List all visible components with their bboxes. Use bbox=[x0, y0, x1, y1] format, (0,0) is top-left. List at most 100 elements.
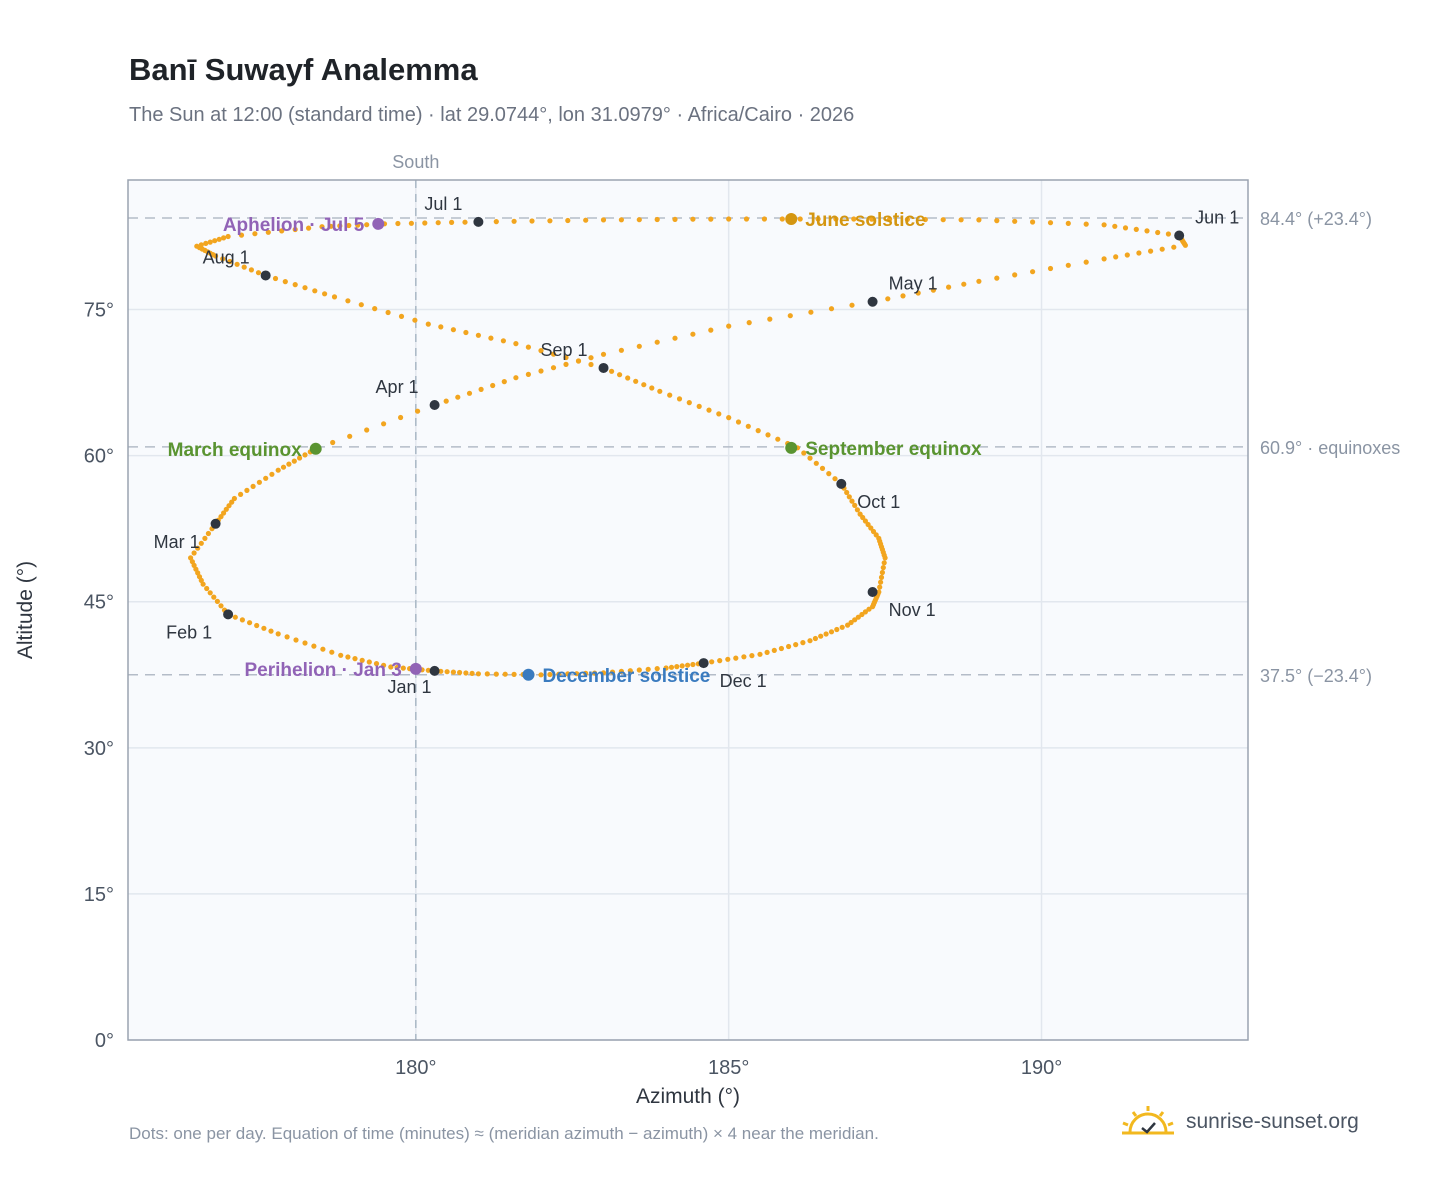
analemma-dot bbox=[415, 408, 421, 414]
analemma-dot bbox=[663, 665, 669, 671]
analemma-dot bbox=[726, 323, 732, 329]
month-marker-label: Aug 1 bbox=[203, 247, 250, 267]
analemma-dot bbox=[490, 382, 496, 389]
analemma-dot bbox=[600, 351, 607, 357]
brand-text[interactable]: sunrise-sunset.org bbox=[1186, 1110, 1359, 1133]
analemma-dot bbox=[358, 302, 364, 308]
analemma-dot bbox=[813, 460, 819, 466]
event-label: March equinox bbox=[168, 440, 303, 461]
analemma-dot bbox=[329, 649, 335, 655]
analemma-dot bbox=[211, 594, 217, 600]
month-marker-label: Jul 1 bbox=[424, 194, 462, 214]
analemma-dot bbox=[422, 220, 428, 226]
analemma-dot bbox=[241, 264, 247, 270]
analemma-dot bbox=[834, 626, 840, 633]
analemma-dot bbox=[466, 390, 473, 396]
analemma-dot bbox=[885, 296, 891, 302]
axis-labels: 0° 15° 30° 45° 60° 75° 180° 185° 190° bbox=[84, 300, 1062, 1079]
analemma-dot bbox=[381, 421, 387, 427]
analemma-dot bbox=[366, 659, 372, 665]
analemma-dot bbox=[372, 306, 378, 312]
brand-link[interactable]: sunrise-sunset.org bbox=[1120, 1102, 1359, 1142]
analemma-dot bbox=[563, 361, 569, 367]
y-axis-title: Altitude (°) bbox=[14, 561, 37, 659]
month-marker-label: Apr 1 bbox=[376, 377, 419, 397]
analemma-dot bbox=[286, 461, 292, 467]
analemma-dot bbox=[238, 491, 244, 497]
analemma-dot bbox=[961, 281, 967, 287]
analemma-dot bbox=[583, 670, 589, 677]
analemma-dot bbox=[269, 471, 275, 477]
month-marker bbox=[223, 609, 234, 620]
analemma-dot bbox=[815, 216, 821, 222]
analemma-dot bbox=[565, 217, 571, 224]
analemma-dot bbox=[1155, 229, 1161, 236]
analemma-dot bbox=[191, 550, 197, 556]
analemma-dot bbox=[265, 229, 271, 235]
analemma-dot bbox=[852, 502, 858, 508]
analemma-dot bbox=[337, 223, 343, 229]
analemma-dot bbox=[565, 671, 571, 677]
analemma-dot bbox=[868, 525, 874, 531]
analemma-dot bbox=[880, 565, 886, 571]
analemma-dot bbox=[617, 372, 623, 378]
analemma-dot bbox=[364, 427, 370, 433]
month-marker bbox=[473, 216, 484, 227]
x-tick-label: 180° bbox=[395, 1057, 436, 1079]
analemma-dot bbox=[793, 642, 799, 648]
analemma-dot bbox=[226, 503, 232, 509]
analemma-dot bbox=[1030, 269, 1036, 275]
analemma-dot bbox=[583, 217, 589, 223]
analemma-dot bbox=[400, 665, 406, 671]
month-marker bbox=[429, 665, 440, 676]
analemma-dot bbox=[547, 218, 553, 224]
analemma-dot bbox=[765, 432, 771, 438]
month-marker bbox=[867, 296, 878, 307]
analemma-dot bbox=[207, 590, 213, 596]
analemma-dot bbox=[807, 638, 813, 644]
event-markers: June solstice December solstice March equi… bbox=[168, 210, 982, 687]
analemma-dot bbox=[1012, 218, 1018, 224]
analemma-dot bbox=[319, 224, 325, 230]
analemma-dot bbox=[1159, 246, 1165, 252]
analemma-dot bbox=[717, 658, 723, 664]
analemma-dot bbox=[866, 606, 872, 612]
analemma-dot bbox=[1083, 259, 1089, 265]
analemma-dot bbox=[511, 218, 517, 224]
sun-logo-icon bbox=[1122, 1106, 1174, 1135]
analemma-dot bbox=[976, 278, 982, 284]
analemma-dot bbox=[513, 375, 519, 381]
analemma-dot bbox=[865, 521, 871, 528]
analemma-dot bbox=[735, 419, 742, 425]
analemma-dot bbox=[398, 414, 404, 421]
analemma-dot bbox=[667, 392, 673, 398]
analemma-dot bbox=[900, 293, 906, 299]
analemma-dot bbox=[839, 624, 845, 630]
analemma-dot bbox=[395, 220, 401, 227]
month-marker bbox=[867, 586, 878, 597]
analemma-dot bbox=[478, 386, 484, 392]
analemma-dot bbox=[887, 216, 893, 222]
analemma-dot bbox=[878, 574, 885, 581]
analemma-dot bbox=[946, 284, 952, 290]
analemma-dot bbox=[636, 667, 642, 673]
analemma-dot bbox=[749, 653, 755, 659]
analemma-dot bbox=[1083, 221, 1089, 227]
analemma-dot bbox=[221, 510, 227, 516]
analemma-dot bbox=[556, 671, 562, 677]
analemma-dot bbox=[381, 662, 387, 668]
analemma-dot bbox=[279, 228, 285, 234]
x-tick-label: 185° bbox=[708, 1057, 749, 1079]
analemma-dot bbox=[563, 354, 569, 361]
analemma-dot bbox=[574, 671, 580, 677]
analemma-dot bbox=[493, 671, 499, 677]
analemma-dot bbox=[229, 499, 235, 505]
analemma-dot bbox=[475, 671, 481, 677]
analemma-dot bbox=[708, 216, 714, 222]
analemma-dot bbox=[800, 640, 806, 646]
analemma-dot bbox=[261, 625, 267, 631]
analemma-dot bbox=[636, 343, 642, 349]
analemma-dot bbox=[767, 316, 773, 322]
analemma-dot bbox=[207, 239, 213, 245]
